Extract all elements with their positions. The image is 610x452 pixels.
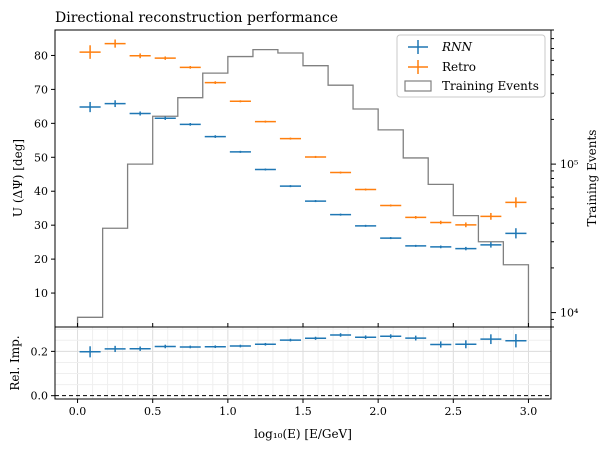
y-tick-label: 40 bbox=[34, 185, 48, 198]
training-events-histogram bbox=[76, 48, 530, 327]
x-tick-label: 3.0 bbox=[520, 405, 538, 418]
rel-imp-point bbox=[330, 333, 352, 337]
rel-imp-point bbox=[154, 344, 176, 349]
y-tick-label: 30 bbox=[34, 219, 48, 232]
retro-point bbox=[480, 212, 502, 220]
y2-tick-label: 10⁵ bbox=[560, 158, 578, 171]
retro-point bbox=[505, 197, 527, 208]
rnn-point bbox=[79, 101, 101, 113]
rel-imp-point bbox=[305, 336, 327, 340]
training-events-outline bbox=[76, 48, 530, 327]
retro-point bbox=[129, 53, 151, 59]
x-tick-label: 1.0 bbox=[219, 405, 237, 418]
y-tick-label: 60 bbox=[34, 117, 48, 130]
rnn-point bbox=[104, 100, 126, 108]
x-tick-label: 2.0 bbox=[369, 405, 387, 418]
retro-point bbox=[330, 171, 352, 174]
main-data-marks bbox=[79, 39, 527, 251]
main-y-axis-label: U (ΔΨ) [deg] bbox=[11, 139, 25, 217]
rnn-point bbox=[455, 246, 477, 251]
y2-tick-label: 10⁴ bbox=[560, 307, 579, 320]
rel-imp-point bbox=[204, 345, 226, 349]
retro-point bbox=[430, 220, 452, 225]
rel-imp-point bbox=[455, 340, 477, 349]
rnn-point bbox=[305, 200, 327, 203]
rnn-point bbox=[355, 224, 377, 227]
retro-point bbox=[380, 204, 402, 207]
rnn-point bbox=[254, 168, 276, 171]
y-tick-label: 70 bbox=[34, 83, 48, 96]
rnn-point bbox=[179, 123, 201, 126]
chart-title: Directional reconstruction performance bbox=[55, 10, 338, 26]
ratio-grid bbox=[55, 327, 551, 399]
rnn-point bbox=[405, 244, 427, 247]
rel-imp-point bbox=[279, 338, 301, 342]
rel-imp-point bbox=[505, 334, 527, 348]
right-y-axis-label: Training Events bbox=[585, 130, 599, 227]
retro-point bbox=[254, 120, 276, 123]
rnn-point bbox=[129, 111, 151, 116]
retro-point bbox=[179, 65, 201, 69]
rnn-point bbox=[330, 213, 352, 216]
rnn-point bbox=[229, 150, 251, 153]
y-tick-label: 80 bbox=[34, 49, 48, 62]
rel-imp-point bbox=[129, 346, 151, 351]
legend-rnn-label: RNN bbox=[441, 40, 473, 54]
rel-imp-point bbox=[480, 334, 502, 345]
legend-entry-rnn: RNN bbox=[408, 40, 473, 54]
rnn-point bbox=[279, 185, 301, 188]
x-tick-label: 1.5 bbox=[294, 405, 312, 418]
rel-imp-point bbox=[229, 344, 251, 348]
legend-retro-label: Retro bbox=[442, 60, 476, 74]
x-tick-label: 0.5 bbox=[144, 405, 162, 418]
ratio-axes: 0.0 0.2 0.0 0.5 1.0 1.5 2.0 2.5 3.0 bbox=[31, 345, 538, 418]
retro-point bbox=[279, 137, 301, 140]
retro-point bbox=[405, 216, 427, 219]
rel-imp-point bbox=[380, 334, 402, 339]
ratio-data-marks bbox=[79, 333, 527, 358]
rnn-point bbox=[380, 237, 402, 240]
y-tick-label: 20 bbox=[34, 253, 48, 266]
rnn-point bbox=[154, 116, 176, 120]
x-tick-label: 0.0 bbox=[69, 405, 87, 418]
rel-imp-point bbox=[430, 341, 452, 348]
rel-imp-point bbox=[79, 346, 101, 358]
legend: RNN Retro Training Events bbox=[396, 34, 546, 98]
rel-imp-point bbox=[254, 342, 276, 346]
y-tick-label: 50 bbox=[34, 151, 48, 164]
legend-box bbox=[396, 34, 546, 98]
rnn-point bbox=[204, 135, 226, 138]
rnn-point bbox=[505, 228, 527, 239]
retro-point bbox=[204, 81, 226, 84]
ratio-y-tick-label: 0.0 bbox=[31, 390, 49, 403]
ratio-y-tick-label: 0.2 bbox=[31, 345, 49, 358]
retro-point bbox=[305, 155, 327, 158]
x-axis-label: log₁₀(E) [E/GeV] bbox=[254, 427, 352, 441]
rnn-point bbox=[480, 242, 502, 248]
rel-imp-point bbox=[104, 345, 126, 353]
retro-point bbox=[79, 45, 101, 59]
rel-imp-point bbox=[179, 345, 201, 349]
legend-entry-retro: Retro bbox=[408, 60, 476, 74]
rel-imp-point bbox=[355, 335, 377, 339]
main-axes: 10 20 30 40 50 60 70 80 10⁴ 10⁵ bbox=[34, 29, 579, 328]
rnn-point bbox=[430, 245, 452, 249]
retro-point bbox=[104, 39, 126, 48]
x-tick-label: 2.5 bbox=[445, 405, 463, 418]
retro-point bbox=[455, 222, 477, 228]
y-tick-label: 10 bbox=[34, 287, 48, 300]
retro-point bbox=[355, 188, 377, 191]
retro-point bbox=[229, 100, 251, 103]
legend-entry-training-events: Training Events bbox=[404, 79, 539, 93]
legend-training-events-label: Training Events bbox=[442, 79, 539, 93]
retro-point bbox=[154, 56, 176, 60]
ratio-y-axis-label: Rel. Imp. bbox=[8, 335, 22, 390]
rel-imp-point bbox=[405, 335, 427, 341]
legend-training-events-swatch bbox=[404, 80, 432, 92]
